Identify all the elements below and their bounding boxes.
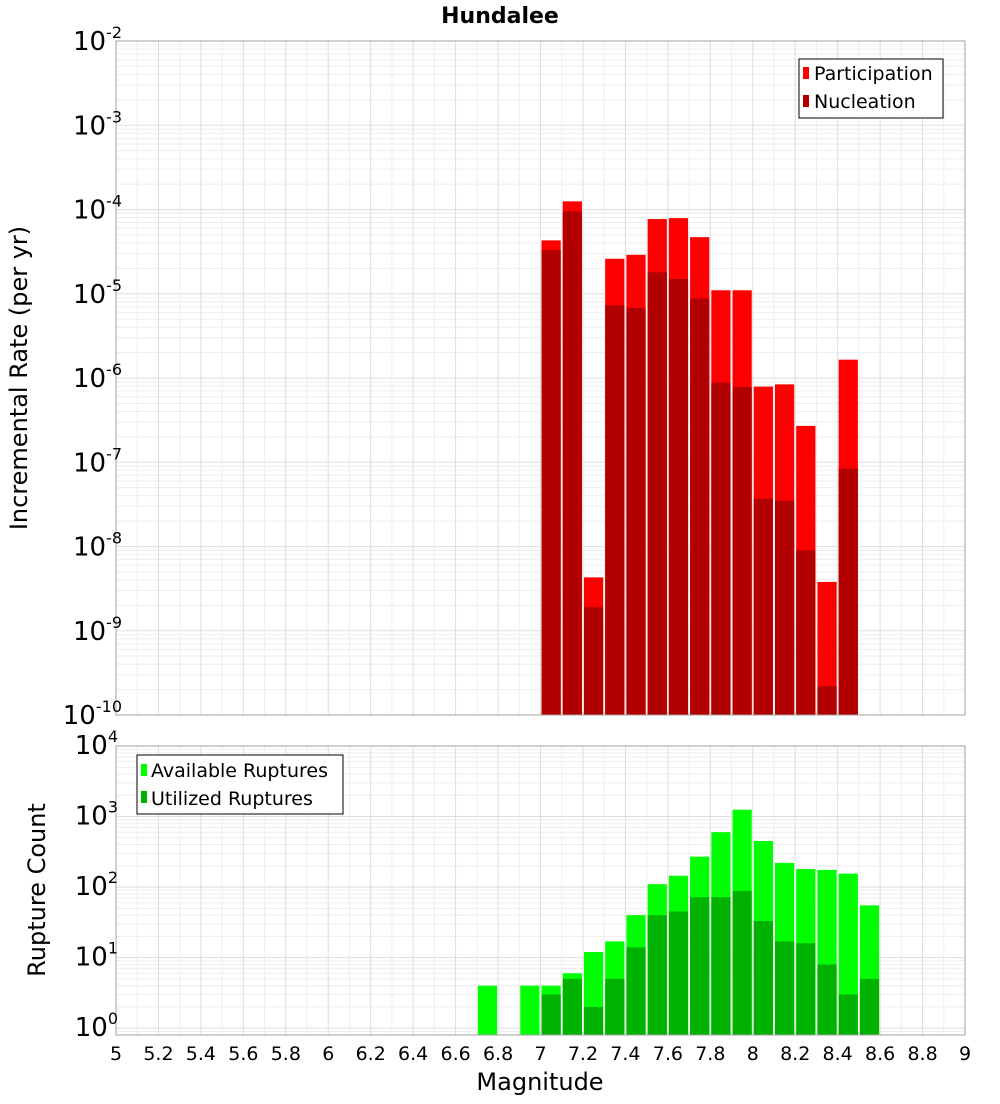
rate-bar-inner bbox=[668, 278, 689, 715]
x-tick-label: 6.2 bbox=[356, 1043, 386, 1065]
count-bar-inner bbox=[583, 1006, 604, 1035]
participation-legend-swatch bbox=[803, 67, 809, 79]
rate-bar-inner bbox=[583, 607, 604, 715]
rate-bars bbox=[541, 201, 858, 716]
y-tick-label: 10-7 bbox=[73, 444, 122, 478]
y-tick-label: 104 bbox=[75, 727, 118, 761]
x-tick-label: 7.8 bbox=[695, 1043, 725, 1065]
count-legend: Available Ruptures Utilized Ruptures bbox=[136, 754, 344, 815]
y-tick-label: 10-4 bbox=[73, 192, 122, 226]
count-y-ticks: 100 101 102 103 104 bbox=[75, 727, 118, 1043]
rate-plot-frame bbox=[115, 40, 966, 716]
count-bar-inner bbox=[838, 994, 858, 1035]
count-legend-box bbox=[136, 754, 344, 815]
x-tick-label: 9 bbox=[959, 1043, 971, 1065]
y-tick-label: 10-5 bbox=[73, 276, 122, 310]
y-tick-label: 10-6 bbox=[73, 360, 122, 394]
y-tick-label: 10-9 bbox=[73, 613, 122, 647]
rate-bar-inner bbox=[817, 686, 837, 715]
y-tick-label: 10-2 bbox=[73, 23, 122, 57]
x-tick-label: 7 bbox=[534, 1043, 546, 1065]
count-bar-outer bbox=[477, 985, 498, 1035]
count-bar-inner bbox=[711, 897, 731, 1035]
nucleation-legend-label: Nucleation bbox=[814, 91, 916, 113]
rate-bar-inner bbox=[838, 468, 858, 715]
x-tick-label: 5 bbox=[110, 1043, 122, 1065]
y-tick-label: 10-3 bbox=[73, 107, 122, 141]
y-tick-label: 102 bbox=[75, 868, 118, 902]
rate-bar-inner bbox=[796, 550, 816, 715]
x-tick-label: 8 bbox=[747, 1043, 759, 1065]
x-tick-label: 6.4 bbox=[398, 1043, 428, 1065]
x-tick-label: 7.4 bbox=[610, 1043, 640, 1065]
utilized-legend-label: Utilized Ruptures bbox=[151, 788, 313, 810]
rate-bar-outer bbox=[817, 581, 837, 715]
count-bar-inner bbox=[562, 978, 582, 1035]
count-bar-inner bbox=[859, 978, 880, 1035]
count-plot-frame bbox=[115, 745, 966, 1036]
rate-legend: Participation Nucleation bbox=[798, 58, 944, 119]
x-ticks: 5 5.2 5.4 5.6 5.8 6 6.2 6.4 6.6 6.8 7 7.2 7.4 7.6 7.8 8… bbox=[110, 1043, 971, 1065]
chart-title: Hundalee bbox=[441, 4, 559, 29]
rate-y-ticks: 10-10 10-9 10-8 10-7 10-6 10-5 10-4 10-3 10-2 bbox=[63, 23, 122, 731]
rate-bar-inner bbox=[626, 307, 646, 715]
utilized-legend-swatch bbox=[141, 791, 147, 803]
x-tick-label: 8.6 bbox=[865, 1043, 895, 1065]
x-tick-label: 8.4 bbox=[823, 1043, 853, 1065]
rate-panel: 10-10 10-9 10-8 10-7 10-6 10-5 10-4 10-3 10-2 Pa… bbox=[63, 23, 966, 731]
rate-legend-box bbox=[798, 58, 944, 119]
rate-bar-inner bbox=[562, 211, 582, 716]
count-bar-inner bbox=[732, 890, 752, 1035]
nucleation-legend-swatch bbox=[803, 95, 809, 107]
rate-bar-inner bbox=[732, 387, 752, 715]
available-legend-swatch bbox=[141, 764, 147, 776]
count-bars bbox=[477, 809, 880, 1035]
x-tick-label: 6.6 bbox=[440, 1043, 470, 1065]
y-tick-label: 10-10 bbox=[63, 697, 122, 731]
rate-bar-inner bbox=[774, 500, 795, 715]
x-tick-label: 6 bbox=[322, 1043, 334, 1065]
x-tick-label: 6.8 bbox=[483, 1043, 513, 1065]
x-tick-label: 8.2 bbox=[780, 1043, 810, 1065]
count-bar-inner bbox=[796, 943, 816, 1035]
count-panel: 100 101 102 103 104 5 5.2 5.4 5.6 5.8 6 6.2 6.4 6.6 6… bbox=[75, 727, 971, 1065]
x-tick-label: 5.8 bbox=[271, 1043, 301, 1065]
count-bar-inner bbox=[753, 921, 773, 1035]
count-bar-inner bbox=[541, 994, 561, 1035]
y-tick-label: 100 bbox=[75, 1009, 118, 1043]
x-tick-label: 5.6 bbox=[228, 1043, 258, 1065]
available-legend-label: Available Ruptures bbox=[151, 760, 328, 782]
x-axis-label: Magnitude bbox=[476, 1068, 603, 1096]
rate-bar-inner bbox=[647, 272, 667, 715]
count-bar-inner bbox=[605, 978, 625, 1035]
count-bar-inner bbox=[647, 915, 667, 1035]
rate-bar-inner bbox=[753, 498, 773, 715]
rate-bar-inner bbox=[690, 298, 710, 715]
count-bar-inner bbox=[626, 947, 646, 1035]
rate-bar-inner bbox=[711, 382, 731, 715]
x-tick-label: 7.2 bbox=[568, 1043, 598, 1065]
bottom-y-axis-label: Rupture Count bbox=[23, 803, 51, 977]
top-y-axis-label: Incremental Rate (per yr) bbox=[5, 226, 33, 530]
count-bar-inner bbox=[668, 911, 689, 1035]
x-tick-label: 5.4 bbox=[186, 1043, 216, 1065]
count-bar-outer bbox=[520, 985, 540, 1035]
rate-gridlines bbox=[115, 40, 966, 716]
rate-bar-inner bbox=[541, 250, 561, 716]
x-tick-label: 8.8 bbox=[907, 1043, 937, 1065]
x-tick-label: 5.2 bbox=[143, 1043, 173, 1065]
y-tick-label: 10-8 bbox=[73, 529, 122, 563]
y-tick-label: 101 bbox=[75, 939, 118, 973]
count-bar-inner bbox=[817, 964, 837, 1035]
y-tick-label: 103 bbox=[75, 798, 118, 832]
x-tick-label: 7.6 bbox=[653, 1043, 683, 1065]
rate-bar-inner bbox=[605, 305, 625, 715]
count-bar-inner bbox=[690, 897, 710, 1035]
count-bar-inner bbox=[774, 941, 795, 1035]
participation-legend-label: Participation bbox=[814, 63, 933, 85]
